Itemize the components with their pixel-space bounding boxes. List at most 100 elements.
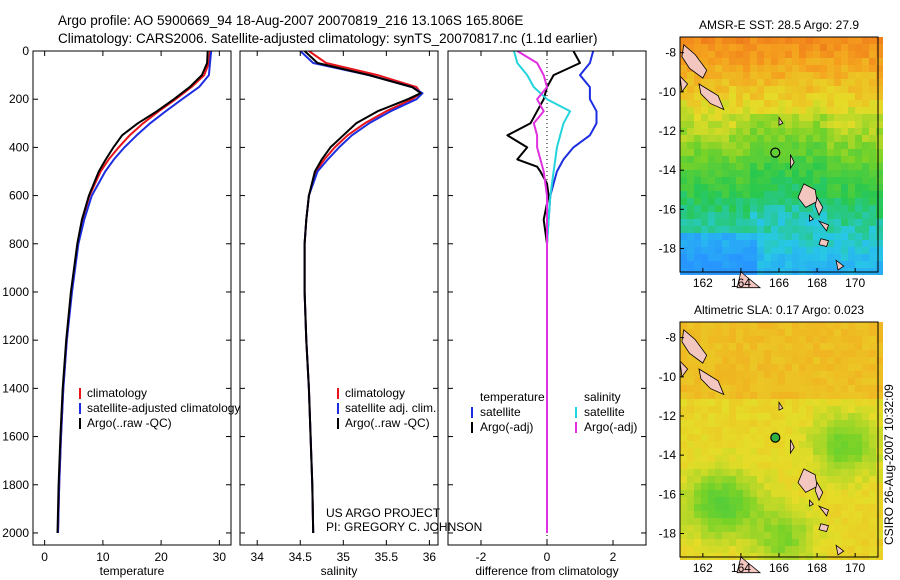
island-outline	[736, 271, 762, 289]
legend-label: Argo(-adj)	[480, 420, 533, 434]
difference-line-salinity-argo-adj-	[516, 51, 548, 533]
y-tick-label: 1200	[2, 333, 29, 347]
legend-label: Argo(-adj)	[584, 420, 637, 434]
island-outline	[778, 115, 784, 126]
y-tick-label: -8	[665, 331, 676, 345]
island-outline	[814, 196, 824, 217]
x-tick-label: 162	[693, 561, 713, 575]
pi-credit: PI: GREGORY C. JOHNSON	[326, 520, 482, 534]
x-tick-label: 164	[731, 561, 751, 575]
salinity-line-satellite-adj-clim-	[299, 51, 424, 534]
island-outline	[797, 183, 818, 208]
legend-label: satellite adj. clim.	[345, 401, 436, 415]
sst-map-panel: AMSR-E SST: 28.5 Argo: 27.9 162 164 166 168 1…	[659, 18, 883, 290]
x-tick-label: 36	[423, 550, 437, 564]
legend-label: climatology	[345, 386, 405, 400]
y-tick-label: -12	[659, 409, 677, 423]
difference-series	[506, 51, 598, 533]
sla-map-panel: Altimetric SLA: 0.17 Argo: 0.023 162 164 16…	[659, 303, 883, 575]
y-tick-label: -16	[659, 202, 677, 216]
legend-label: satellite	[584, 405, 625, 419]
project-credit: US ARGO PROJECT	[326, 506, 441, 520]
x-tick-label: 166	[769, 561, 789, 575]
legend-label: Argo(..raw -QC)	[87, 416, 172, 430]
argo-float-marker	[770, 432, 781, 443]
island-outline	[736, 556, 762, 574]
x-tick-label: 168	[807, 561, 827, 575]
island-outline	[797, 468, 818, 493]
difference-line-salinity-satellite	[513, 51, 572, 533]
island-outline	[818, 238, 830, 247]
island-outline	[809, 499, 814, 507]
y-tick-label: -14	[659, 163, 677, 177]
y-tick-label: -12	[659, 124, 677, 138]
y-tick-label: 1600	[2, 430, 29, 444]
y-tick-label: 200	[9, 92, 29, 106]
sst-map-title: AMSR-E SST: 28.5 Argo: 27.9	[699, 18, 859, 32]
x-tick-label: 20	[154, 550, 168, 564]
legend-label: satellite-adjusted climatology	[87, 401, 240, 415]
header-line-2: Climatology: CARS2006. Satellite-adjuste…	[58, 31, 598, 46]
island-outline	[679, 75, 689, 93]
difference-line-temperature-satellite	[546, 51, 598, 533]
legend-group-title: temperature	[480, 390, 545, 404]
x-tick-label: 164	[731, 276, 751, 290]
x-tick-label: 168	[807, 276, 827, 290]
salinity-profile-panel: 34 34.5 35 35.5 36 salinity climatologysatelli…	[239, 50, 439, 578]
argo-float-marker	[770, 147, 781, 158]
salinity-line-argo-raw-qc-	[303, 51, 422, 534]
difference-line-temperature-argo-adj-	[506, 51, 581, 533]
sla-map-title: Altimetric SLA: 0.17 Argo: 0.023	[694, 303, 864, 317]
island-outline	[681, 329, 708, 364]
temperature-profile-panel: 0 10 20 30 temperature 0 200 400 600 800 1000 1200 1…	[2, 44, 240, 578]
island-outline	[814, 481, 824, 502]
y-tick-label: -8	[665, 46, 676, 60]
y-tick-label: -16	[659, 487, 677, 501]
y-tick-label: 400	[9, 140, 29, 154]
x-tick-label: 0	[544, 550, 551, 564]
x-tick-label: 166	[769, 276, 789, 290]
salinity-axes-frame	[239, 50, 439, 546]
x-tick-label: 35	[337, 550, 351, 564]
temperature-line-climatology	[57, 51, 211, 534]
y-tick-label: 2000	[2, 526, 29, 540]
temperature-line-satellite-adjusted-climatology	[57, 51, 213, 534]
x-tick-label: 34	[251, 550, 265, 564]
island-outline	[835, 544, 845, 556]
x-tick-label: 10	[96, 550, 110, 564]
y-tick-label: 1800	[2, 478, 29, 492]
salinity-line-climatology	[303, 51, 422, 534]
y-tick-label: -18	[659, 527, 677, 541]
island-outline	[778, 400, 784, 411]
island-outline	[818, 523, 830, 532]
y-tick-label: 600	[9, 189, 29, 203]
island-outline	[790, 439, 795, 455]
csiro-timestamp: CSIRO 26-Aug-2007 10:32:09	[882, 384, 896, 545]
island-outline	[698, 368, 725, 396]
sla-map-field	[680, 322, 883, 560]
salinity-x-axis-label: salinity	[321, 564, 358, 578]
island-outline	[817, 505, 829, 517]
y-tick-label: -10	[659, 85, 677, 99]
island-outline	[698, 83, 725, 111]
salinity-series	[299, 51, 424, 534]
temperature-x-axis-label: temperature	[100, 564, 165, 578]
x-tick-label: 35.5	[375, 550, 399, 564]
island-outline	[835, 259, 845, 271]
y-tick-label: 800	[9, 237, 29, 251]
x-tick-label: 162	[693, 276, 713, 290]
legend-label: Argo(..raw -QC)	[345, 416, 430, 430]
x-tick-label: 2	[610, 550, 617, 564]
y-tick-label: -18	[659, 242, 677, 256]
difference-x-axis-label: difference from climatology	[475, 564, 618, 578]
sst-map-field	[680, 37, 883, 275]
x-tick-label: 0	[41, 550, 48, 564]
x-tick-label: -2	[476, 550, 487, 564]
y-tick-label: -10	[659, 370, 677, 384]
y-tick-label: 1000	[2, 285, 29, 299]
island-outline	[809, 214, 814, 222]
legend-label: satellite	[480, 405, 521, 419]
y-tick-label: 0	[22, 44, 29, 58]
